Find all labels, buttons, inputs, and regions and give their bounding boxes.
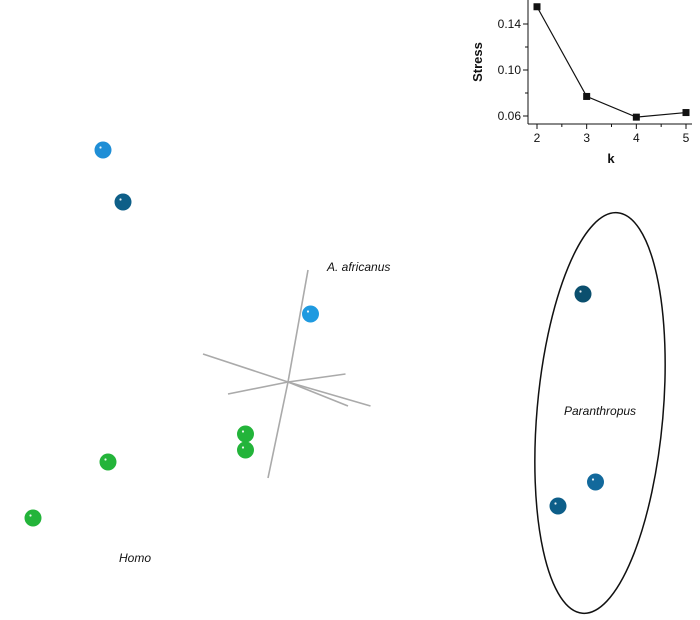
ordination-plot: A. africanus Paranthropus Homo	[24, 141, 666, 615]
group-label-a-africanus: A. africanus	[326, 260, 390, 274]
stress-inset-plot: 0.06 0.10 0.14 2 3 4 5 Stress k	[470, 0, 692, 166]
inset-x-tick-label: 3	[583, 131, 590, 145]
data-point	[302, 305, 319, 323]
group-label-paranthropus: Paranthropus	[564, 404, 636, 418]
data-point-highlight	[119, 198, 122, 201]
data-point-highlight	[306, 310, 310, 313]
inset-x-axis-label: k	[607, 151, 615, 166]
biplot-vectors	[202, 269, 371, 479]
data-point	[549, 497, 567, 515]
biplot-vector	[227, 381, 289, 395]
data-point-highlight	[241, 430, 245, 433]
biplot-vector	[267, 381, 289, 479]
stress-markers	[533, 3, 690, 121]
data-point	[587, 473, 604, 491]
data-point	[237, 425, 254, 443]
paranthropus-ellipse	[534, 211, 666, 615]
data-point	[94, 141, 112, 159]
biplot-vector	[202, 353, 289, 383]
data-point	[237, 441, 254, 459]
biplot-vector	[287, 373, 346, 383]
data-point	[114, 193, 132, 211]
data-point-highlight	[241, 446, 245, 449]
biplot-vector	[287, 381, 371, 407]
inset-x-tick-label: 2	[534, 131, 541, 145]
data-point	[24, 509, 42, 527]
stress-point	[533, 3, 541, 11]
inset-x-tick-label: 5	[683, 131, 690, 145]
data-point	[574, 285, 592, 303]
data-point-highlight	[99, 146, 102, 149]
biplot-vector	[287, 381, 349, 407]
inset-x-tick-label: 4	[633, 131, 640, 145]
data-point-highlight	[579, 290, 582, 293]
stress-line	[536, 6, 687, 118]
ordination-points	[24, 141, 604, 527]
inset-y-tick-label: 0.14	[498, 17, 522, 31]
data-point	[99, 453, 117, 471]
inset-y-axis-label: Stress	[470, 42, 485, 82]
stress-point	[632, 113, 640, 121]
data-point-highlight	[591, 478, 595, 481]
inset-ticks: 0.06 0.10 0.14 2 3 4 5	[498, 17, 690, 145]
biplot-vector	[287, 269, 309, 383]
stress-point	[682, 109, 690, 117]
inset-y-tick-label: 0.06	[498, 109, 522, 123]
data-point-highlight	[29, 514, 32, 517]
data-point-highlight	[554, 502, 557, 505]
data-point-highlight	[104, 458, 107, 461]
group-label-homo: Homo	[119, 551, 151, 565]
stress-point	[583, 92, 591, 100]
inset-y-tick-label: 0.10	[498, 63, 522, 77]
